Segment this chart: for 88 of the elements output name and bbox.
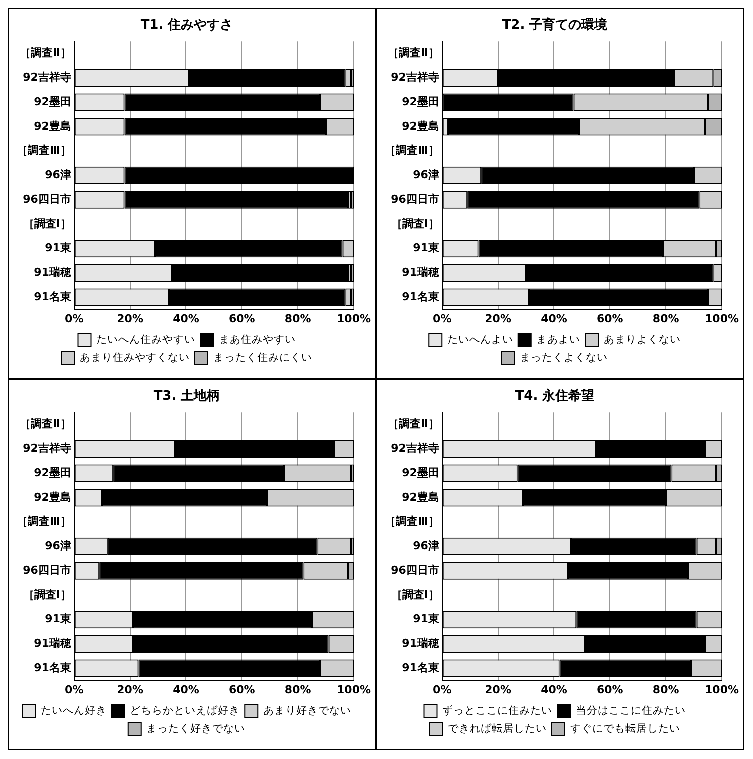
x-tick-label: 40% <box>541 683 568 696</box>
y-tick-label: 92吉祥寺 <box>23 71 72 84</box>
y-tick-label: 91瑞穂 <box>402 637 440 650</box>
x-tick-label: 20% <box>117 312 144 326</box>
y-tick-label: 92墨田 <box>34 466 72 480</box>
y-tick-label: ［調査Ⅱ］ <box>20 418 72 431</box>
legend-label: すぐにでも転居したい <box>570 723 680 736</box>
legend-label: どちらかといえば好き <box>130 705 240 718</box>
y-tick-label: 96四日市 <box>23 564 72 577</box>
x-tick-label: 0% <box>65 683 84 696</box>
chart-title: T4. 永住希望 <box>515 388 595 404</box>
x-tick-label: 40% <box>173 683 200 696</box>
x-tick-label: 40% <box>541 312 568 326</box>
y-tick-label: 91東 <box>45 612 72 626</box>
x-tick-label: 20% <box>485 312 512 326</box>
y-tick-label: 91名東 <box>34 290 72 304</box>
y-tick-label: ［調査Ⅲ］ <box>384 144 440 158</box>
x-tick-label: 100% <box>337 683 371 696</box>
legend-label: できれば転居したい <box>448 723 547 736</box>
legend-label: まったく住みにくい <box>213 352 312 364</box>
legend-label: あまり好きでない <box>263 705 352 718</box>
y-tick-label: ［調査Ⅲ］ <box>16 515 72 528</box>
x-tick-label: 20% <box>485 683 512 696</box>
chart-title: T3. 土地柄 <box>154 389 220 404</box>
x-tick-label: 60% <box>596 312 624 326</box>
legend-label: あまりよくない <box>604 334 681 346</box>
x-tick-label: 0% <box>65 312 84 326</box>
y-tick-label: 92吉祥寺 <box>23 442 72 456</box>
legend-label: まあ住みやすい <box>218 334 296 346</box>
y-tick-label: 96四日市 <box>23 192 72 206</box>
y-tick-label: ［調査Ⅲ］ <box>384 515 440 528</box>
y-tick-label: 96四日市 <box>391 192 440 206</box>
x-tick-label: 100% <box>337 312 371 326</box>
y-tick-label: ［調査Ⅰ］ <box>23 588 72 602</box>
x-tick-label: 60% <box>228 312 256 326</box>
x-tick-label: 0% <box>433 683 452 696</box>
chart-title: T1. 住みやすさ <box>140 18 234 34</box>
legend-label: ずっとここに住みたい <box>442 704 552 718</box>
y-tick-label: 91名東 <box>402 661 440 674</box>
x-tick-label: 80% <box>284 683 312 696</box>
x-tick-label: 60% <box>596 683 624 696</box>
y-tick-label: 92墨田 <box>34 95 72 108</box>
y-tick-label: 92豊島 <box>402 120 440 133</box>
chart-title: T2. 子育ての環境 <box>502 17 609 34</box>
y-tick-label: 91名東 <box>402 290 440 304</box>
y-tick-label: ［調査Ⅰ］ <box>391 217 440 230</box>
y-tick-label: 96津 <box>413 540 440 553</box>
legend-label: まったく好きでない <box>146 723 246 736</box>
y-tick-label: 96津 <box>45 168 72 182</box>
y-tick-label: ［調査Ⅰ］ <box>391 588 440 602</box>
y-tick-label: ［調査Ⅱ］ <box>388 418 440 431</box>
y-tick-label: ［調査Ⅱ］ <box>20 46 72 60</box>
y-tick-label: 92豊島 <box>34 490 72 504</box>
y-tick-label: 92豊島 <box>402 490 440 504</box>
y-tick-label: 92墨田 <box>402 95 440 108</box>
legend-label: たいへんよい <box>447 334 514 346</box>
y-tick-label: 92墨田 <box>402 466 440 480</box>
y-tick-label: ［調査Ⅱ］ <box>388 46 440 60</box>
y-tick-label: 91東 <box>413 242 440 255</box>
y-tick-label: 96四日市 <box>391 564 440 577</box>
x-tick-label: 80% <box>652 312 680 326</box>
y-tick-label: 91東 <box>413 612 440 626</box>
legend-label: まあよい <box>536 334 581 346</box>
legend-label: あまり住みやすくない <box>80 352 190 364</box>
x-tick-label: 60% <box>228 683 256 696</box>
y-tick-label: 96津 <box>45 540 72 553</box>
x-tick-label: 100% <box>705 312 739 326</box>
x-tick-label: 100% <box>705 683 739 696</box>
y-tick-label: 91瑞穂 <box>34 266 72 280</box>
y-tick-label: ［調査Ⅰ］ <box>23 217 72 230</box>
y-tick-label: 91瑞穂 <box>34 637 72 650</box>
y-tick-label: 91瑞穂 <box>402 266 440 280</box>
x-tick-label: 80% <box>284 312 312 326</box>
y-tick-label: 92豊島 <box>34 120 72 133</box>
legend-label: 当分はここに住みたい <box>576 705 686 718</box>
x-tick-label: 20% <box>117 683 144 696</box>
x-tick-label: 40% <box>173 312 200 326</box>
legend-label: たいへん好き <box>40 705 107 718</box>
x-tick-label: 0% <box>433 312 452 326</box>
y-tick-label: 91東 <box>45 242 72 255</box>
y-tick-label: ［調査Ⅲ］ <box>16 144 72 158</box>
y-tick-label: 91名東 <box>34 661 72 674</box>
x-tick-label: 80% <box>652 683 680 696</box>
legend-label: たいへん住みやすい <box>96 334 196 346</box>
y-tick-label: 92吉祥寺 <box>391 442 440 456</box>
y-tick-label: 92吉祥寺 <box>391 71 440 84</box>
legend-label: まったくよくない <box>520 352 608 364</box>
y-tick-label: 96津 <box>413 168 440 182</box>
